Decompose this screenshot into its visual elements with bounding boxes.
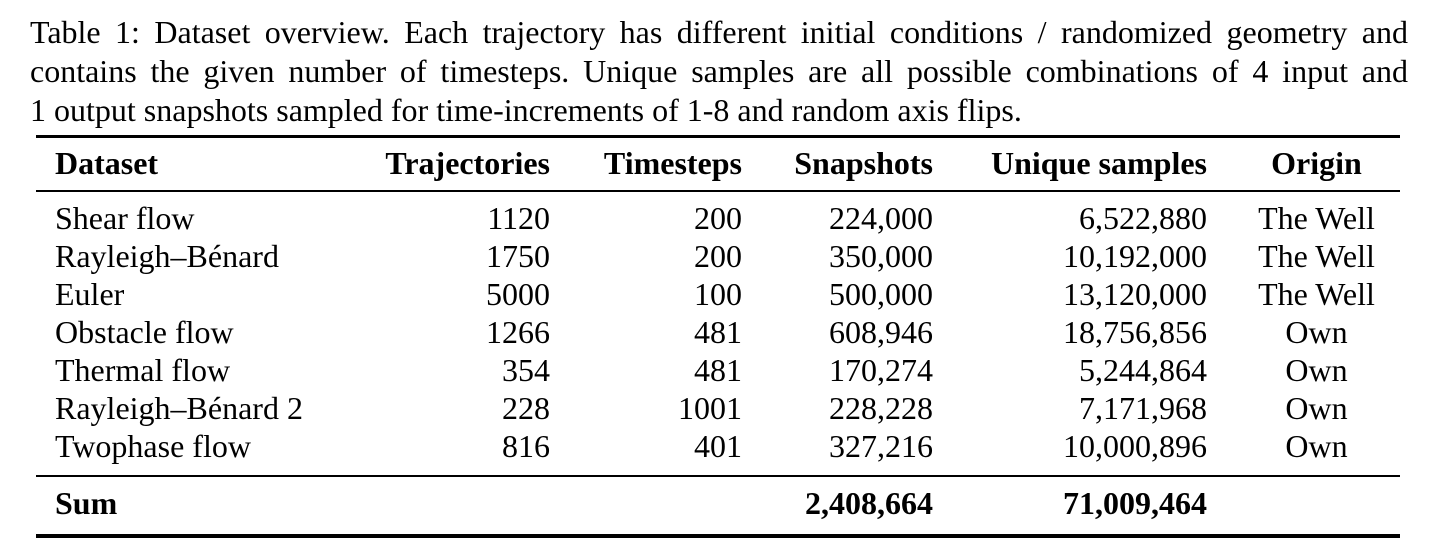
cell-snapshots: 608,946 (829, 314, 933, 350)
cell-timesteps: 200 (694, 200, 742, 236)
dataset-overview-table: Dataset Trajectories Timesteps Snapshots… (36, 135, 1400, 538)
table-row: Rayleigh–Bénard 2 228 1001 228,228 7,171… (36, 389, 1400, 427)
table-row: Obstacle flow 1266 481 608,946 18,756,85… (36, 313, 1400, 351)
column-header-unique-samples: Unique samples (933, 136, 1207, 192)
cell-unique-samples: 13,120,000 (1063, 276, 1207, 312)
sum-label: Sum (36, 475, 360, 536)
cell-dataset: Thermal flow (55, 352, 231, 388)
cell-trajectories: 5000 (486, 276, 550, 312)
cell-trajectories: 1120 (487, 200, 550, 236)
cell-trajectories: 354 (502, 352, 550, 388)
column-header-dataset: Dataset (36, 136, 360, 192)
caption-line-3: 1 output snapshots sampled for time-incr… (30, 92, 1022, 128)
cell-trajectories: 1750 (486, 238, 550, 274)
table-row: Twophase flow 816 401 327,216 10,000,896… (36, 427, 1400, 476)
table-caption: Table 1: Dataset overview. Each trajecto… (30, 13, 1408, 130)
cell-timesteps: 100 (694, 276, 742, 312)
table-row: Shear flow 1120 200 224,000 6,522,880 Th… (36, 191, 1400, 237)
cell-origin: Own (1285, 390, 1348, 426)
cell-unique-samples: 10,000,896 (1063, 428, 1207, 464)
sum-snapshots: 2,408,664 (742, 475, 933, 536)
cell-snapshots: 327,216 (829, 428, 933, 464)
cell-dataset: Rayleigh–Bénard (55, 238, 279, 274)
cell-trajectories: 1266 (486, 314, 550, 350)
cell-dataset: Twophase flow (55, 428, 251, 464)
header-row: Dataset Trajectories Timesteps Snapshots… (36, 136, 1400, 192)
cell-origin: The Well (1258, 238, 1375, 274)
cell-origin: The Well (1258, 276, 1375, 312)
cell-dataset: Rayleigh–Bénard 2 (55, 390, 303, 426)
dataset-table-container: Dataset Trajectories Timesteps Snapshots… (36, 135, 1400, 538)
cell-snapshots: 228,228 (829, 390, 933, 426)
column-header-snapshots: Snapshots (742, 136, 933, 192)
cell-unique-samples: 7,171,968 (1079, 390, 1207, 426)
sum-trajectories (360, 475, 550, 536)
table-row: Euler 5000 100 500,000 13,120,000 The We… (36, 275, 1400, 313)
cell-dataset: Shear flow (55, 200, 195, 236)
sum-row: Sum 2,408,664 71,009,464 (36, 475, 1400, 536)
cell-trajectories: 228 (502, 390, 550, 426)
cell-unique-samples: 6,522,880 (1079, 200, 1207, 236)
column-header-timesteps: Timesteps (550, 136, 742, 192)
table-body: Shear flow 1120 200 224,000 6,522,880 Th… (36, 191, 1400, 476)
cell-dataset: Obstacle flow (55, 314, 234, 350)
caption-line-1: Table 1: Dataset overview. Each trajecto… (30, 14, 1408, 50)
cell-origin: Own (1285, 314, 1348, 350)
cell-origin: Own (1285, 428, 1348, 464)
cell-trajectories: 816 (502, 428, 550, 464)
cell-unique-samples: 18,756,856 (1063, 314, 1207, 350)
cell-unique-samples: 10,192,000 (1063, 238, 1207, 274)
sum-origin (1207, 475, 1400, 536)
table-header: Dataset Trajectories Timesteps Snapshots… (36, 136, 1400, 192)
cell-snapshots: 170,274 (829, 352, 933, 388)
cell-timesteps: 401 (694, 428, 742, 464)
cell-timesteps: 481 (694, 352, 742, 388)
cell-unique-samples: 5,244,864 (1079, 352, 1207, 388)
cell-timesteps: 481 (694, 314, 742, 350)
column-header-origin: Origin (1207, 136, 1400, 192)
cell-timesteps: 1001 (678, 390, 742, 426)
cell-timesteps: 200 (694, 238, 742, 274)
cell-origin: The Well (1258, 200, 1375, 236)
table-row: Thermal flow 354 481 170,274 5,244,864 O… (36, 351, 1400, 389)
table-footer: Sum 2,408,664 71,009,464 (36, 475, 1400, 536)
cell-snapshots: 224,000 (829, 200, 933, 236)
sum-unique-samples: 71,009,464 (933, 475, 1207, 536)
column-header-trajectories: Trajectories (360, 136, 550, 192)
cell-origin: Own (1285, 352, 1348, 388)
cell-snapshots: 350,000 (829, 238, 933, 274)
table-row: Rayleigh–Bénard 1750 200 350,000 10,192,… (36, 237, 1400, 275)
cell-snapshots: 500,000 (829, 276, 933, 312)
cell-dataset: Euler (55, 276, 125, 312)
caption-line-2: contains the given number of timesteps. … (30, 53, 1408, 89)
sum-timesteps (550, 475, 742, 536)
